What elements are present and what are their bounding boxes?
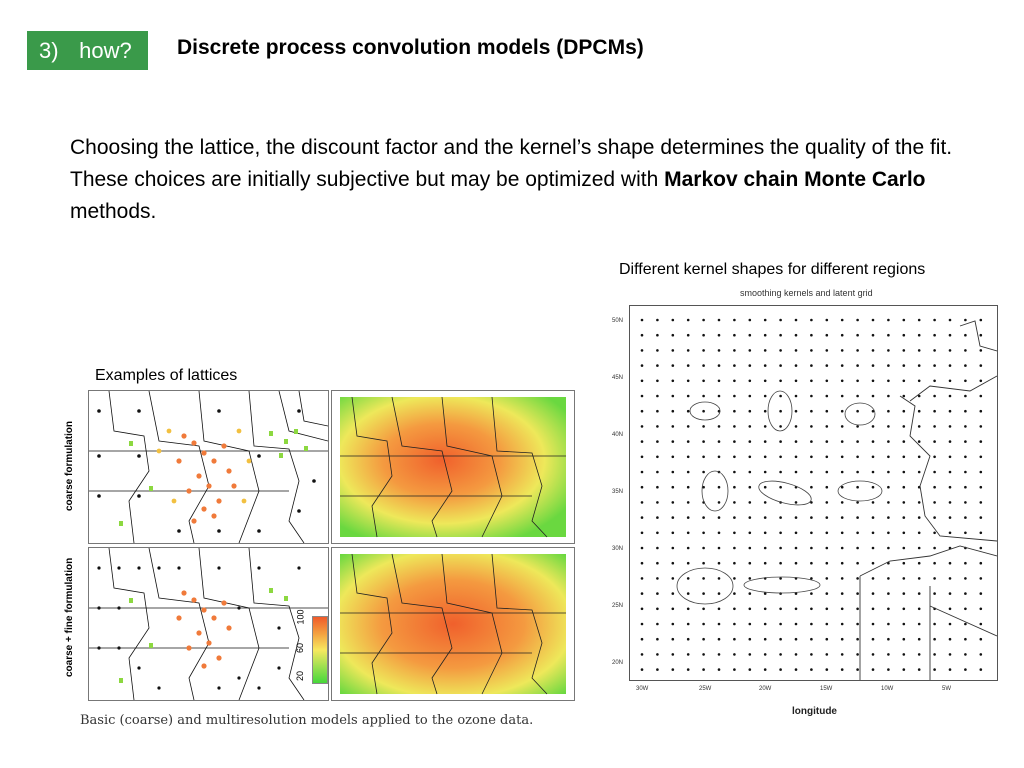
- figure-caption: Basic (coarse) and multiresolution model…: [80, 713, 534, 728]
- fine-surface-map-image: [340, 553, 566, 695]
- lon-tick-20w: 20W: [759, 686, 772, 692]
- slide-title: Discrete process convolution models (DPC…: [177, 36, 644, 59]
- row2-label: coarse + fine formulation: [64, 557, 75, 677]
- body-text-part2: methods.: [70, 200, 157, 223]
- lat-tick-30n: 30N: [612, 546, 624, 552]
- badge-word: how?: [79, 38, 132, 63]
- kernel-map-xlabel: longitude: [792, 706, 837, 717]
- kernel-map-title: smoothing kernels and latent grid: [740, 288, 873, 298]
- colorbar-tick-20: 20: [295, 670, 306, 682]
- lat-tick-45n: 45N: [612, 375, 624, 381]
- panel-coarse-lattice: [88, 390, 329, 544]
- coarse-surface-map-image: [340, 396, 566, 538]
- colorbar-tick-100: 100: [295, 609, 306, 625]
- kernel-map-frame: [629, 305, 998, 681]
- lat-tick-40n: 40N: [612, 432, 624, 438]
- right-figure-caption: Different kernel shapes for different re…: [619, 261, 926, 278]
- left-figure-caption: Examples of lattices: [95, 367, 238, 384]
- lat-tick-50n: 50N: [612, 318, 624, 324]
- body-text-part1: Choosing the lattice, the discount facto…: [70, 136, 953, 191]
- panel-coarse-surface: [331, 390, 575, 544]
- lat-tick-25n: 25N: [612, 603, 624, 609]
- row1-label: coarse formulation: [64, 420, 75, 511]
- fine-lattice-map-image: [89, 548, 328, 700]
- lat-tick-20n: 20N: [612, 660, 624, 666]
- badge-number: 3): [39, 38, 59, 63]
- lon-tick-5w: 5W: [942, 686, 951, 692]
- lon-tick-25w: 25W: [699, 686, 712, 692]
- coarse-lattice-map-image: [89, 391, 328, 543]
- panel-fine-lattice: [88, 547, 329, 701]
- colorbar: [312, 616, 328, 684]
- body-text-bold: Markov chain Monte Carlo: [664, 168, 926, 191]
- kernel-grid-image: [640, 318, 998, 680]
- section-badge: 3) how?: [27, 31, 148, 70]
- panel-fine-surface: [331, 547, 575, 701]
- lon-tick-15w: 15W: [820, 686, 833, 692]
- lat-tick-35n: 35N: [612, 489, 624, 495]
- colorbar-tick-60: 60: [295, 642, 306, 654]
- lon-tick-30w: 30W: [636, 686, 649, 692]
- lon-tick-10w: 10W: [881, 686, 894, 692]
- body-paragraph: Choosing the lattice, the discount facto…: [70, 132, 990, 228]
